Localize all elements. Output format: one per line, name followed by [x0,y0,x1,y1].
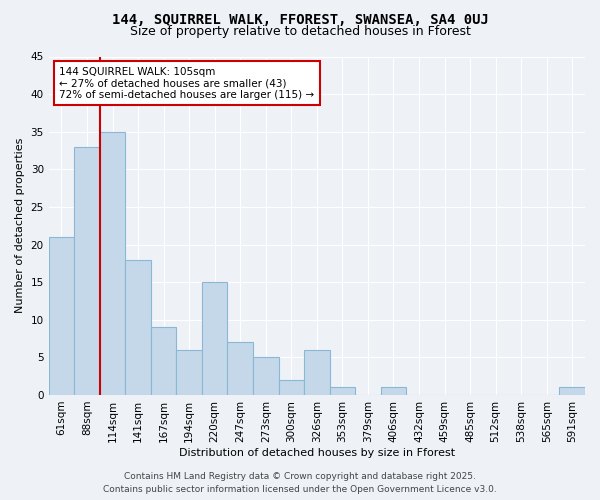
Bar [380,388,406,395]
Bar [125,260,151,395]
Text: Contains HM Land Registry data © Crown copyright and database right 2025.
Contai: Contains HM Land Registry data © Crown c… [103,472,497,494]
Text: 144 SQUIRREL WALK: 105sqm
← 27% of detached houses are smaller (43)
72% of semi-: 144 SQUIRREL WALK: 105sqm ← 27% of detac… [59,66,314,100]
Bar [227,342,253,395]
Bar [202,282,227,395]
Bar [329,388,355,395]
Bar [49,237,74,395]
Text: 144, SQUIRREL WALK, FFOREST, SWANSEA, SA4 0UJ: 144, SQUIRREL WALK, FFOREST, SWANSEA, SA… [112,12,488,26]
Bar [304,350,329,395]
Bar [176,350,202,395]
Bar [100,132,125,395]
Bar [74,147,100,395]
Bar [151,328,176,395]
Text: Size of property relative to detached houses in Fforest: Size of property relative to detached ho… [130,25,470,38]
Bar [253,358,278,395]
X-axis label: Distribution of detached houses by size in Fforest: Distribution of detached houses by size … [179,448,455,458]
Bar [278,380,304,395]
Y-axis label: Number of detached properties: Number of detached properties [15,138,25,314]
Bar [559,388,585,395]
